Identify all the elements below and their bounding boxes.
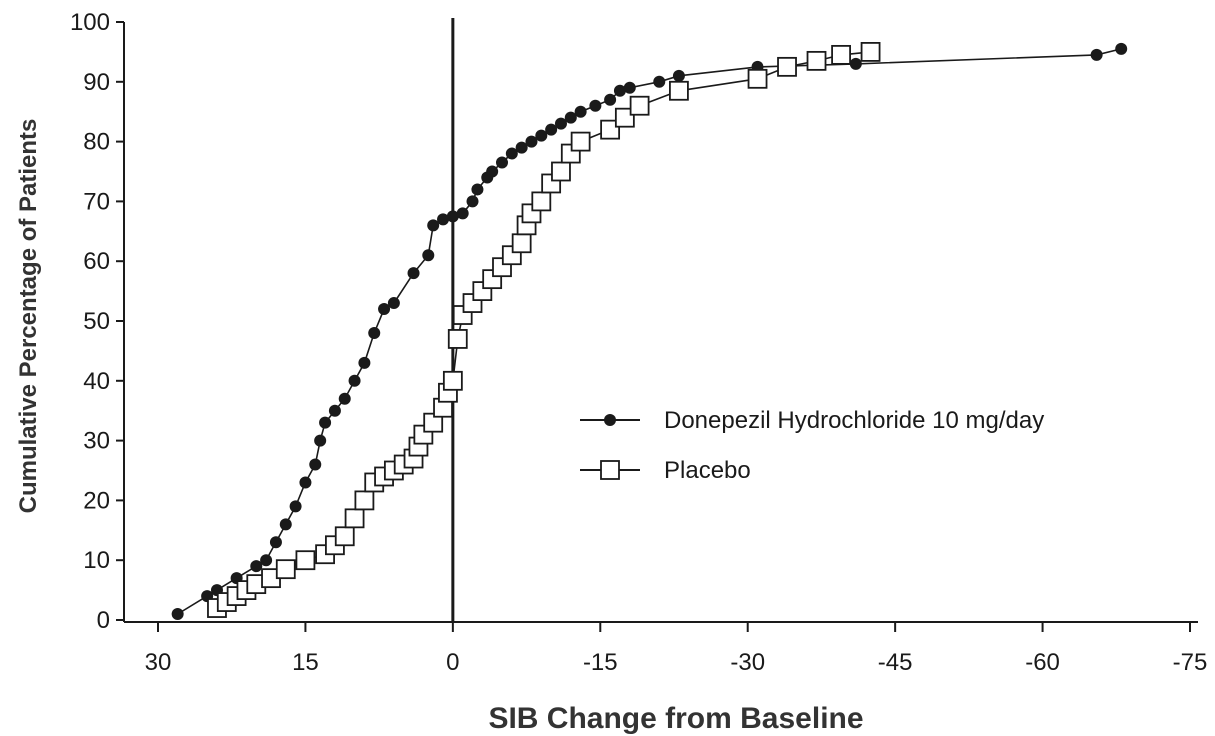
data-point bbox=[446, 210, 459, 223]
data-point bbox=[338, 392, 351, 405]
data-point bbox=[600, 119, 621, 140]
data-point bbox=[289, 500, 302, 513]
data-point bbox=[614, 107, 635, 128]
data-point bbox=[505, 147, 518, 160]
y-tick-label: 90 bbox=[83, 69, 110, 96]
data-point bbox=[511, 233, 532, 254]
data-point bbox=[1090, 48, 1103, 61]
data-point bbox=[849, 57, 862, 70]
y-tick-label: 100 bbox=[70, 9, 110, 36]
legend-label: Donepezil Hydrochloride 10 mg/day bbox=[664, 407, 1044, 434]
data-point bbox=[447, 329, 468, 349]
data-point bbox=[554, 117, 567, 130]
data-point bbox=[574, 105, 587, 118]
data-point bbox=[348, 374, 361, 387]
y-tick-label: 10 bbox=[83, 547, 110, 574]
data-point bbox=[295, 550, 316, 571]
data-point bbox=[564, 111, 577, 124]
data-point bbox=[1115, 42, 1128, 55]
data-point bbox=[496, 156, 508, 169]
data-point bbox=[589, 99, 602, 112]
data-point bbox=[570, 131, 591, 152]
data-point bbox=[466, 195, 479, 208]
data-point bbox=[319, 416, 332, 429]
data-point bbox=[486, 165, 499, 178]
y-tick-label: 50 bbox=[83, 308, 110, 335]
data-point bbox=[777, 56, 797, 77]
data-point bbox=[515, 141, 528, 154]
x-tick-label: 0 bbox=[446, 649, 459, 676]
data-point bbox=[672, 69, 685, 82]
data-point bbox=[442, 370, 463, 391]
data-point bbox=[831, 44, 851, 65]
donepezil-series bbox=[171, 42, 1128, 621]
data-series bbox=[171, 42, 1128, 621]
data-point bbox=[334, 526, 355, 547]
x-tick-label: -30 bbox=[730, 649, 765, 676]
legend-marker bbox=[604, 414, 616, 426]
legend: Donepezil Hydrochloride 10 mg/day Placebo bbox=[580, 407, 1044, 484]
data-point bbox=[387, 297, 400, 310]
data-point bbox=[354, 490, 375, 511]
data-point bbox=[456, 207, 469, 220]
legend-item: Donepezil Hydrochloride 10 mg/day bbox=[580, 407, 1044, 434]
data-point bbox=[623, 81, 636, 94]
x-axis-ticks: 30 15 0 -15 -30 -45 -60 -75 bbox=[145, 622, 1208, 676]
data-point bbox=[437, 213, 450, 226]
legend-label: Placebo bbox=[664, 457, 751, 484]
y-axis-ticks: 0 10 20 30 40 50 60 70 80 90 100 bbox=[70, 9, 124, 634]
legend-item: Placebo bbox=[580, 457, 751, 484]
series-line bbox=[177, 48, 1122, 615]
y-tick-label: 80 bbox=[83, 129, 110, 156]
data-point bbox=[269, 536, 282, 549]
x-tick-label: -75 bbox=[1173, 649, 1208, 676]
data-point bbox=[629, 95, 650, 116]
y-tick-label: 70 bbox=[83, 188, 110, 215]
data-point bbox=[250, 560, 263, 573]
data-point bbox=[806, 50, 827, 71]
data-point bbox=[299, 476, 312, 489]
data-point bbox=[860, 42, 881, 62]
data-point bbox=[309, 458, 322, 471]
data-point bbox=[551, 161, 571, 182]
x-tick-label: 15 bbox=[292, 649, 319, 676]
data-point bbox=[314, 434, 327, 447]
data-point bbox=[669, 80, 689, 101]
data-point bbox=[344, 508, 365, 529]
x-tick-label: 30 bbox=[145, 649, 172, 676]
data-point bbox=[427, 219, 440, 232]
data-point bbox=[471, 183, 484, 196]
data-point bbox=[407, 267, 420, 280]
y-tick-label: 30 bbox=[83, 428, 110, 455]
x-tick-label: -60 bbox=[1025, 649, 1060, 676]
data-point bbox=[613, 84, 626, 97]
data-point bbox=[422, 249, 435, 262]
data-point bbox=[653, 75, 666, 88]
data-point bbox=[368, 326, 381, 339]
placebo-series bbox=[207, 42, 881, 618]
data-point bbox=[747, 68, 768, 89]
data-point bbox=[378, 303, 391, 316]
data-point bbox=[525, 135, 538, 148]
data-point bbox=[358, 356, 371, 369]
x-tick-label: -45 bbox=[878, 649, 913, 676]
data-point bbox=[275, 559, 296, 580]
legend-marker bbox=[600, 460, 620, 480]
data-point bbox=[279, 518, 292, 531]
x-axis-title: SIB Change from Baseline bbox=[488, 702, 863, 735]
data-point bbox=[604, 93, 617, 106]
data-point bbox=[545, 123, 558, 136]
data-point bbox=[171, 608, 184, 621]
data-point bbox=[260, 554, 273, 567]
y-tick-label: 60 bbox=[83, 248, 110, 275]
y-tick-label: 0 bbox=[97, 607, 110, 634]
data-point bbox=[328, 404, 341, 417]
y-axis-title: Cumulative Percentage of Patients bbox=[15, 119, 42, 514]
data-point bbox=[531, 191, 552, 212]
y-tick-label: 20 bbox=[83, 487, 110, 514]
x-tick-label: -15 bbox=[583, 649, 618, 676]
y-tick-label: 40 bbox=[83, 368, 110, 395]
data-point bbox=[535, 129, 548, 142]
